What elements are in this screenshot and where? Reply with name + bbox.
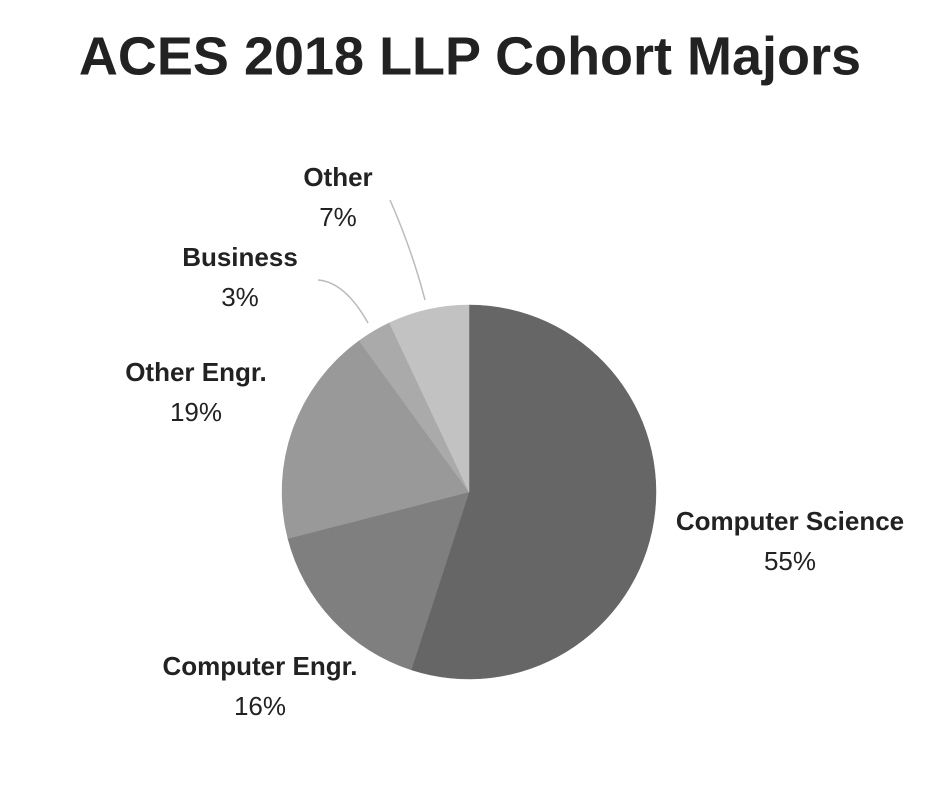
- leader-line: [389, 199, 426, 301]
- value-label: 55%: [764, 546, 816, 576]
- slice-label: Computer Science: [676, 506, 904, 536]
- pie-slice: [281, 340, 470, 539]
- value-label: 3%: [221, 282, 259, 312]
- chart-title: ACES 2018 LLP Cohort Majors: [79, 26, 861, 86]
- pie-slice: [287, 491, 470, 671]
- slice-label: Computer Engr.: [162, 651, 357, 681]
- value-label: 16%: [234, 691, 286, 721]
- slice-label: Business: [182, 242, 298, 272]
- slice-label: Other Engr.: [125, 357, 267, 387]
- value-label: 19%: [170, 397, 222, 427]
- slice-label: Other: [303, 162, 372, 192]
- pie-slice: [389, 304, 470, 493]
- pie-slice: [410, 304, 657, 680]
- leader-line: [317, 279, 369, 324]
- value-label: 7%: [319, 202, 357, 232]
